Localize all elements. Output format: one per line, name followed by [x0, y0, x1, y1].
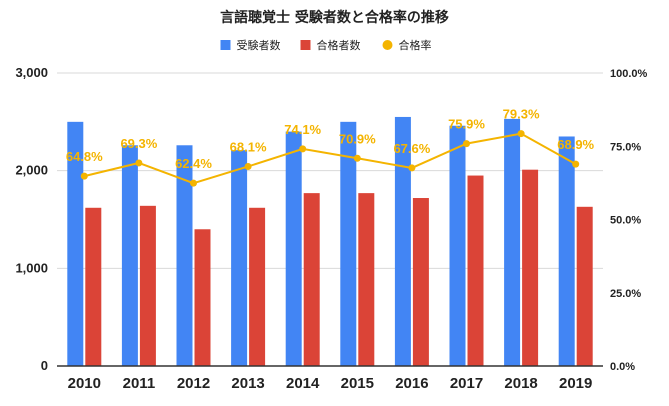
rate-data-label: 70.9%: [339, 131, 376, 146]
gridlines: [57, 72, 603, 269]
examinee-bar: [504, 118, 521, 366]
x-tick-label: 2012: [177, 375, 210, 392]
passer-bar: [85, 207, 102, 366]
bars: [67, 116, 593, 367]
x-tick-label: 2018: [504, 375, 537, 392]
y-right-tick-label: 25.0%: [610, 288, 641, 300]
y-left-tick-label: 3,000: [15, 65, 48, 80]
y-left-tick-label: 0: [41, 358, 48, 373]
passer-bar: [358, 193, 375, 366]
x-tick-label: 2014: [286, 375, 320, 392]
x-axis: 2010 2011 2012 2013 2014 2015 2016 2017 2018 2019: [57, 365, 603, 392]
legend-label: 合格率: [399, 38, 432, 52]
rate-data-label: 67.6%: [393, 141, 430, 156]
passer-bar: [139, 205, 156, 366]
rate-point: [408, 164, 416, 172]
rate-point: [244, 162, 252, 170]
examinee-bar: [176, 145, 193, 366]
passer-bar: [467, 175, 484, 366]
rate-point: [135, 159, 143, 167]
rate-point: [353, 154, 361, 162]
rate-point: [572, 160, 580, 168]
legend-label: 合格者数: [317, 38, 361, 52]
rate-point: [190, 179, 197, 187]
examinee-bar: [67, 121, 84, 366]
x-tick-label: 2015: [341, 375, 374, 392]
x-tick-label: 2016: [395, 375, 428, 392]
chart-title: 言語聴覚士 受験者数と合格率の推移: [220, 9, 449, 26]
y-left-tick-label: 2,000: [15, 163, 48, 178]
x-tick-label: 2019: [559, 375, 592, 392]
passer-bar: [522, 169, 539, 366]
rate-point: [517, 130, 525, 138]
passer-bar: [303, 193, 320, 366]
rate-data-label: 68.9%: [557, 137, 594, 152]
legend-marker: [382, 40, 393, 50]
examinee-bar: [340, 121, 357, 366]
rate-data-label: 62.4%: [175, 156, 212, 171]
rate-line: 64.8% 69.3% 62.4% 68.1% 74.1% 70.9% 67.6% 75.9%…: [66, 107, 595, 187]
passer-bar: [249, 207, 266, 366]
rate-point: [299, 145, 307, 153]
x-tick-label: 2013: [231, 375, 264, 392]
legend-marker: [300, 40, 311, 50]
rate-data-label: 75.9%: [448, 117, 485, 132]
y-axis-right: 0.0% 25.0% 50.0% 75.0% 100.0%: [610, 68, 648, 373]
rate-point: [463, 140, 470, 148]
x-tick-label: 2010: [68, 375, 101, 392]
rate-data-label: 69.3%: [120, 136, 157, 151]
rate-data-label: 79.3%: [503, 107, 540, 122]
x-tick-label: 2011: [123, 375, 156, 392]
examinee-bar: [558, 136, 575, 366]
y-right-tick-label: 0.0%: [610, 361, 635, 373]
examinee-bar: [394, 116, 411, 366]
y-right-tick-label: 75.0%: [610, 141, 641, 153]
legend-marker: [220, 40, 231, 50]
rate-point: [80, 172, 88, 180]
examinee-bar: [121, 145, 138, 366]
examinee-bar: [449, 125, 466, 367]
passer-bar: [194, 229, 211, 366]
y-axis-left: 0 1,000 2,000 3,000: [15, 65, 48, 373]
rate-data-label: 68.1%: [230, 139, 267, 154]
passer-bar: [412, 198, 429, 366]
y-left-tick-label: 1,000: [15, 260, 48, 275]
examinee-bar: [231, 150, 248, 366]
examinee-bar: [285, 131, 302, 366]
rate-data-label: 64.8%: [66, 149, 103, 164]
x-tick-label: 2017: [450, 375, 483, 392]
passer-bar: [576, 206, 593, 366]
rate-data-label: 74.1%: [284, 122, 321, 137]
legend: 受験者数 合格者数 合格率: [220, 38, 432, 52]
y-right-tick-label: 50.0%: [610, 215, 641, 227]
legend-label: 受験者数: [237, 38, 281, 52]
rate-line-path: [84, 132, 577, 185]
y-right-tick-label: 100.0%: [610, 68, 648, 80]
